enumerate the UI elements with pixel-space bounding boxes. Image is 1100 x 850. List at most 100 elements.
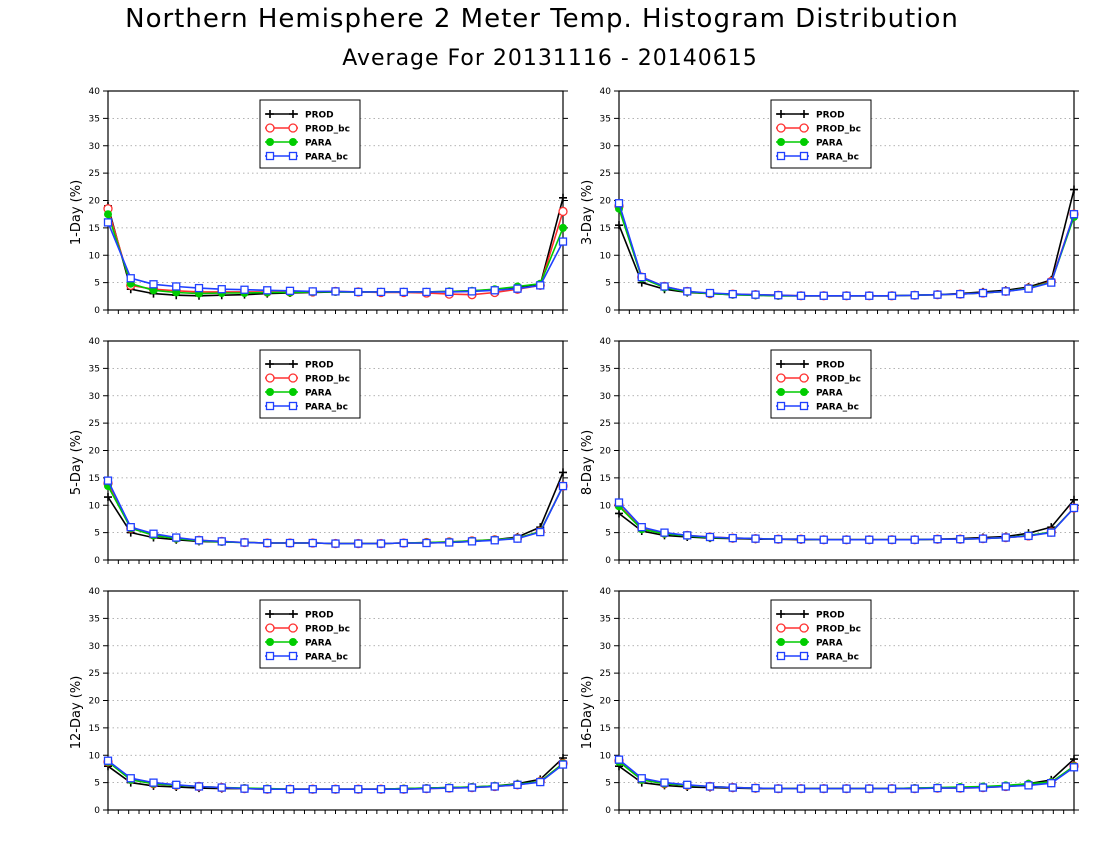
- legend-marker: [265, 123, 275, 133]
- data-point-para_bc: [217, 285, 226, 294]
- data-point-para_bc: [887, 535, 897, 544]
- data-point-para_bc: [956, 535, 965, 544]
- legend: PROD PROD_bc PARA PARA_bc: [259, 99, 361, 169]
- data-point-para_bc: [1069, 763, 1079, 772]
- legend-marker: [799, 373, 809, 383]
- legend-marker: [266, 388, 274, 396]
- y-tick-label: 15: [89, 224, 100, 234]
- legend: PROD PROD_bc PARA PARA_bc: [259, 599, 361, 669]
- data-point-para_bc: [910, 784, 919, 793]
- y-tick-label: 0: [94, 806, 100, 816]
- y-tick-label: 35: [600, 614, 611, 624]
- legend-marker: [288, 373, 298, 383]
- data-point-para_bc: [376, 785, 386, 794]
- legend-label: PARA_bc: [305, 153, 348, 163]
- data-point-prod: [615, 221, 623, 230]
- data-point-prod_bc: [558, 206, 568, 217]
- legend-label: PARA_bc: [816, 403, 859, 413]
- y-tick-label: 5: [94, 279, 100, 289]
- legend-label: PROD_bc: [305, 375, 350, 385]
- data-point-para_bc: [263, 538, 272, 548]
- legend-marker: [799, 123, 809, 133]
- legend-marker: [288, 623, 298, 633]
- data-point-para_bc: [728, 533, 737, 543]
- data-point-para_bc: [774, 784, 783, 793]
- y-tick-label: 5: [605, 779, 611, 789]
- data-point-para_bc: [263, 286, 272, 295]
- legend-marker: [799, 623, 809, 633]
- legend-marker: [288, 151, 298, 161]
- series-line-prod: [107, 197, 564, 297]
- data-point-para_bc: [819, 535, 828, 544]
- data-point-para_bc: [842, 291, 851, 300]
- legend-label: PROD: [305, 361, 334, 371]
- legend-marker: [289, 360, 297, 368]
- y-tick-label: 40: [600, 587, 612, 597]
- legend-label: PROD_bc: [305, 625, 350, 635]
- y-tick-label: 10: [89, 251, 101, 261]
- y-tick-label: 10: [89, 501, 101, 511]
- y-tick-label: 35: [89, 114, 100, 124]
- legend-marker: [799, 651, 809, 661]
- data-point-para_bc: [422, 784, 431, 793]
- data-point-para_bc: [751, 783, 760, 793]
- data-point-para_bc: [1047, 278, 1056, 287]
- data-point-para_bc: [513, 534, 522, 543]
- data-point-para_bc: [1024, 781, 1033, 790]
- legend-marker: [776, 651, 786, 661]
- data-point-para_bc: [513, 780, 522, 789]
- data-point-para_bc: [308, 785, 317, 794]
- data-point-para_bc: [842, 784, 851, 793]
- data-point-para_bc: [887, 291, 897, 300]
- legend-marker: [266, 138, 274, 146]
- y-tick-label: 10: [600, 251, 612, 261]
- data-point-para_bc: [558, 237, 568, 246]
- y-tick-label: 20: [89, 197, 101, 207]
- legend-label: PROD: [305, 111, 334, 121]
- data-point-prod: [559, 468, 567, 477]
- legend-marker: [289, 388, 297, 396]
- data-point-para_bc: [819, 291, 828, 300]
- y-tick-label: 30: [600, 392, 612, 402]
- data-point-para_bc: [796, 784, 806, 793]
- legend-marker: [289, 638, 297, 646]
- data-point-para_bc: [728, 289, 737, 299]
- data-point-para_bc: [285, 286, 295, 295]
- legend-marker: [800, 610, 808, 618]
- legend-marker: [800, 638, 808, 646]
- data-point-para_bc: [399, 538, 408, 548]
- data-point-para_bc: [308, 538, 317, 548]
- data-point-para_bc: [637, 272, 646, 282]
- data-point-para_bc: [536, 777, 545, 787]
- y-tick-label: 35: [89, 614, 100, 624]
- chart-panel: 0 5 10 15 20 25 30 35 40 1-Day (%) PROD PROD_bc PARA…: [69, 87, 568, 316]
- data-point-para_bc: [956, 783, 965, 793]
- legend-marker: [288, 651, 298, 661]
- data-point-para_bc: [978, 783, 988, 792]
- data-point-para_bc: [399, 785, 408, 794]
- legend-label: PARA: [816, 139, 843, 149]
- data-point-para_bc: [842, 535, 851, 544]
- data-point-para_bc: [536, 527, 545, 537]
- data-point-para_bc: [103, 476, 113, 485]
- legend-label: PARA: [305, 389, 332, 399]
- y-tick-label: 30: [600, 142, 612, 152]
- y-tick-label: 25: [600, 669, 611, 679]
- chart-panel: 0 5 10 15 20 25 30 35 40 5-Day (%) PROD PROD_bc PARA…: [69, 337, 568, 566]
- data-point-para_bc: [490, 536, 499, 545]
- y-tick-label: 15: [89, 474, 100, 484]
- data-point-para_bc: [558, 481, 568, 491]
- y-axis-label: 8-Day (%): [580, 430, 595, 495]
- chart-panel: 0 5 10 15 20 25 30 35 40 16-Day (%) PROD PROD_bc PAR…: [580, 587, 1079, 816]
- data-point-para_bc: [240, 538, 249, 547]
- data-point-para_bc: [1047, 528, 1056, 537]
- data-point-para_bc: [933, 783, 942, 793]
- legend-marker: [777, 138, 785, 146]
- data-point-para_bc: [1069, 503, 1079, 513]
- y-tick-label: 15: [600, 224, 611, 234]
- data-point-para_bc: [422, 287, 431, 297]
- legend-marker: [777, 638, 785, 646]
- data-point-para_bc: [660, 528, 669, 537]
- data-point-para_bc: [194, 536, 204, 545]
- data-point-para_bc: [240, 285, 249, 294]
